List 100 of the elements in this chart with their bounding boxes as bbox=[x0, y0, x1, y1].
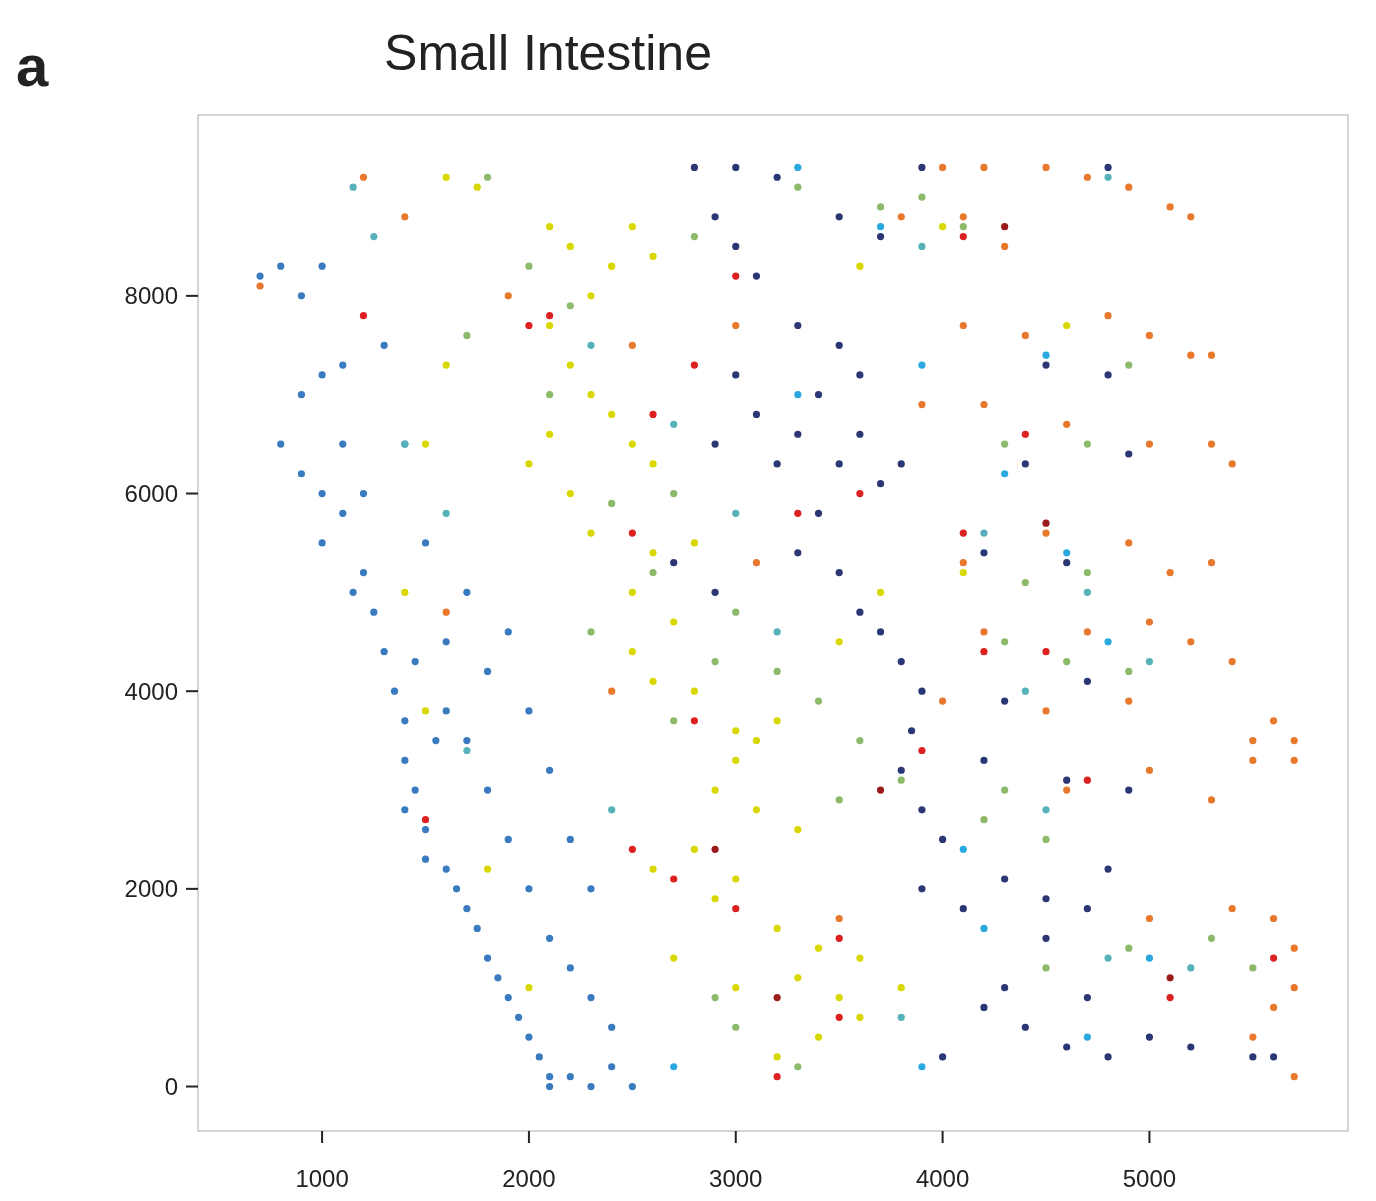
point bbox=[649, 460, 657, 468]
point bbox=[401, 588, 409, 596]
point bbox=[1083, 588, 1091, 596]
point bbox=[1187, 964, 1195, 972]
point bbox=[1125, 361, 1133, 369]
point bbox=[1104, 173, 1112, 181]
point bbox=[1125, 944, 1133, 952]
point bbox=[732, 1023, 740, 1031]
point bbox=[1021, 430, 1029, 438]
point bbox=[608, 806, 616, 814]
point bbox=[546, 312, 554, 320]
point bbox=[794, 1063, 802, 1071]
point bbox=[980, 816, 988, 824]
point bbox=[670, 954, 678, 962]
point bbox=[856, 737, 864, 745]
point bbox=[670, 618, 678, 626]
point bbox=[1042, 648, 1050, 656]
y-tick-label: 4000 bbox=[124, 677, 178, 705]
x-tick-label: 4000 bbox=[915, 1165, 970, 1192]
point bbox=[897, 776, 905, 784]
point bbox=[628, 223, 636, 231]
point bbox=[670, 875, 678, 883]
point bbox=[918, 746, 926, 755]
point bbox=[473, 183, 481, 191]
point bbox=[349, 183, 357, 191]
point bbox=[732, 905, 740, 913]
point bbox=[732, 756, 740, 764]
point bbox=[773, 717, 781, 725]
point bbox=[794, 974, 802, 982]
point bbox=[835, 796, 843, 804]
point bbox=[1021, 687, 1029, 695]
point bbox=[711, 895, 719, 903]
y-tick-label: 0 bbox=[164, 1072, 178, 1100]
point bbox=[794, 825, 802, 834]
point bbox=[1042, 519, 1050, 527]
point bbox=[1166, 974, 1174, 982]
point bbox=[1021, 578, 1029, 587]
point bbox=[1104, 954, 1112, 962]
point bbox=[794, 163, 802, 171]
point bbox=[814, 697, 823, 705]
point bbox=[628, 845, 636, 853]
point bbox=[1207, 934, 1216, 942]
point bbox=[359, 312, 368, 320]
point bbox=[1269, 954, 1278, 962]
point bbox=[732, 608, 740, 616]
point bbox=[732, 727, 740, 735]
point bbox=[856, 489, 864, 498]
point bbox=[959, 569, 967, 577]
point bbox=[959, 223, 967, 231]
point bbox=[918, 193, 926, 201]
point bbox=[856, 1013, 864, 1021]
x-tick-label: 5000 bbox=[1122, 1165, 1177, 1192]
point bbox=[525, 460, 533, 468]
point bbox=[773, 628, 781, 636]
point bbox=[1001, 440, 1009, 448]
point bbox=[732, 875, 740, 883]
point bbox=[1083, 776, 1091, 784]
point bbox=[1001, 638, 1009, 646]
x-tick-label: 1000 bbox=[295, 1165, 349, 1192]
point bbox=[773, 993, 781, 1002]
point bbox=[690, 717, 698, 725]
point bbox=[918, 242, 926, 251]
point bbox=[773, 1073, 781, 1081]
point bbox=[566, 489, 574, 498]
point bbox=[566, 302, 574, 310]
point bbox=[628, 529, 636, 537]
point bbox=[546, 430, 554, 438]
point bbox=[752, 737, 761, 745]
point bbox=[649, 252, 657, 260]
point bbox=[835, 638, 843, 646]
point bbox=[690, 361, 698, 369]
point bbox=[442, 361, 450, 369]
point bbox=[835, 993, 843, 1002]
text: a bbox=[16, 33, 49, 98]
point bbox=[835, 1013, 843, 1021]
point bbox=[711, 786, 719, 794]
point bbox=[959, 529, 967, 537]
x-tick-label: 3000 bbox=[709, 1165, 763, 1192]
point bbox=[1063, 321, 1071, 330]
point bbox=[628, 588, 636, 596]
point bbox=[525, 262, 533, 270]
point bbox=[370, 232, 378, 241]
point bbox=[711, 993, 719, 1002]
point bbox=[587, 628, 595, 636]
point bbox=[1166, 993, 1174, 1002]
point bbox=[876, 588, 885, 596]
point bbox=[587, 391, 595, 399]
point bbox=[1001, 223, 1009, 231]
point bbox=[628, 648, 636, 656]
point bbox=[856, 262, 864, 270]
point bbox=[649, 865, 657, 873]
point bbox=[732, 272, 740, 280]
point bbox=[463, 331, 471, 339]
point bbox=[608, 410, 616, 419]
point bbox=[546, 223, 554, 231]
point bbox=[442, 173, 450, 181]
point bbox=[525, 984, 533, 992]
point bbox=[794, 509, 802, 517]
point bbox=[690, 687, 698, 695]
point bbox=[1001, 470, 1009, 478]
